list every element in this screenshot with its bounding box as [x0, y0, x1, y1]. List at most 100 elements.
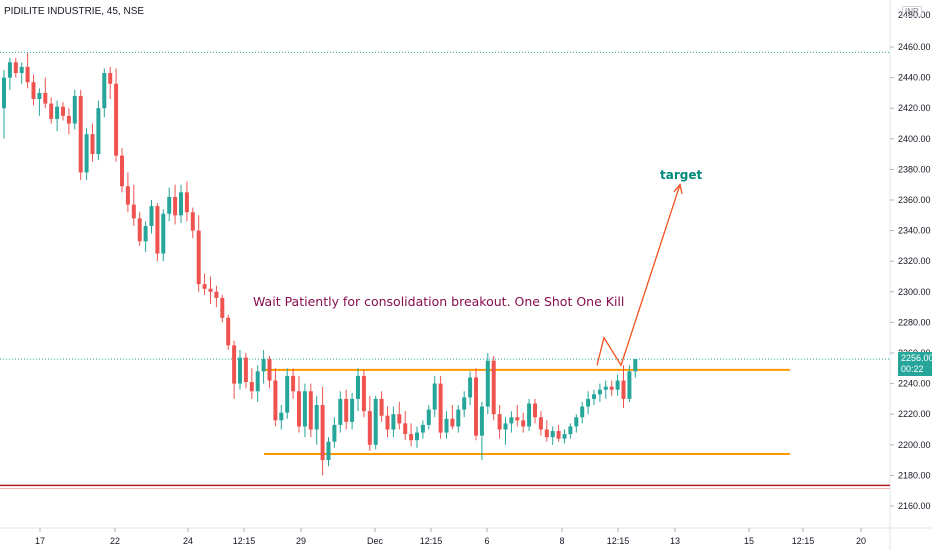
candle-body — [521, 420, 526, 427]
candle-body — [432, 383, 437, 410]
candle-body — [497, 414, 502, 430]
price-tick-label: 2380.00 — [898, 164, 931, 174]
price-tick-label: 2360.00 — [898, 195, 931, 205]
candle-body — [314, 405, 319, 430]
annotation-text: Wait Patiently for consolidation breakou… — [253, 294, 624, 309]
candle-body — [13, 62, 18, 74]
time-tick-label: 24 — [183, 536, 193, 546]
candle-body — [308, 391, 313, 430]
candle-body — [238, 357, 242, 384]
candle-body — [338, 398, 343, 425]
candle-body — [574, 417, 579, 427]
time-tick-label: 12:15 — [792, 536, 815, 546]
price-tick-label: 2220.00 — [898, 409, 931, 419]
candle-body — [214, 291, 219, 298]
candle-body — [190, 212, 195, 231]
candle-body — [66, 115, 71, 124]
countdown-timer: 00:22 — [901, 364, 924, 374]
candle-body — [90, 134, 95, 155]
candle-body — [102, 73, 107, 109]
candle-body — [503, 423, 508, 430]
candle-body — [379, 398, 384, 416]
candle-body — [78, 95, 83, 173]
time-tick-label: 15 — [744, 536, 754, 546]
candle-body — [261, 359, 266, 372]
candle-body — [149, 206, 154, 227]
candle-body — [586, 398, 591, 407]
candle-body — [556, 431, 561, 439]
candle-body — [25, 66, 30, 83]
chart-symbol-title: PIDILITE INDUSTRIE, 45, NSE — [4, 6, 145, 17]
candle-body — [249, 382, 254, 392]
candle-body — [397, 414, 402, 424]
candle-body — [326, 441, 331, 461]
candle-body — [544, 429, 549, 438]
price-tick-label: 2440.00 — [898, 73, 931, 83]
currency-label[interactable]: INR — [902, 6, 922, 17]
candle-body — [202, 284, 207, 289]
time-tick-label: Dec — [367, 536, 384, 546]
projection-arrow-path — [596, 184, 681, 367]
candle-body — [179, 192, 183, 216]
candle-body — [420, 424, 425, 433]
candle-body — [627, 371, 632, 399]
price-tick-label: 2460.00 — [898, 42, 931, 52]
candle-body — [609, 386, 614, 390]
price-tick-label: 2420.00 — [898, 103, 931, 113]
candle-body — [114, 83, 119, 156]
price-tick-label: 2200.00 — [898, 440, 931, 450]
candle-body — [356, 375, 360, 399]
candle-body — [479, 406, 484, 436]
candle-body — [84, 134, 89, 173]
candle-body — [161, 213, 166, 254]
candle-body — [243, 357, 248, 383]
candle-body — [568, 426, 573, 435]
candle-body — [350, 398, 355, 422]
candle-body — [143, 226, 148, 242]
time-tick-label: 8 — [559, 536, 564, 546]
price-tick-label: 2480.00 — [898, 10, 931, 20]
candle-body — [120, 155, 124, 187]
candle-body — [527, 403, 532, 427]
candle-body — [633, 359, 638, 372]
candle-body — [273, 380, 278, 421]
time-tick-label: 29 — [296, 536, 306, 546]
candle-body — [49, 103, 54, 119]
candle-body — [538, 417, 543, 430]
candle-body — [403, 423, 408, 435]
time-tick-label: 12:15 — [607, 536, 630, 546]
candle-body — [37, 92, 42, 100]
candle-body — [615, 380, 620, 390]
candle-body — [491, 360, 496, 415]
time-tick-label: 12:15 — [233, 536, 256, 546]
candle-body — [31, 82, 36, 100]
price-tick-label: 2160.00 — [898, 501, 931, 511]
candle-body — [592, 394, 596, 399]
candle-body — [208, 288, 213, 292]
candle-body — [61, 106, 65, 116]
candle-body — [509, 417, 514, 424]
candle-body — [621, 380, 626, 399]
price-tick-label: 2320.00 — [898, 256, 931, 266]
candle-body — [55, 106, 60, 119]
projection-arrow-head — [673, 183, 683, 194]
price-tick-label: 2340.00 — [898, 226, 931, 236]
time-tick-label: 20 — [856, 536, 866, 546]
candle-body — [344, 398, 349, 422]
time-tick-label: 6 — [484, 536, 489, 546]
candle-body — [196, 230, 201, 285]
candle-body — [415, 432, 419, 441]
candle-body — [167, 196, 172, 214]
candle-body — [279, 412, 284, 421]
candle-body — [450, 418, 455, 427]
candle-body — [226, 317, 231, 346]
candle-body — [232, 345, 237, 384]
time-tick-label: 22 — [110, 536, 120, 546]
candle-body — [302, 391, 307, 427]
candle-body — [409, 434, 414, 441]
time-tick-label: 17 — [35, 536, 45, 546]
candle-body — [220, 297, 225, 318]
candle-body — [373, 398, 378, 445]
candle-body — [462, 397, 467, 410]
